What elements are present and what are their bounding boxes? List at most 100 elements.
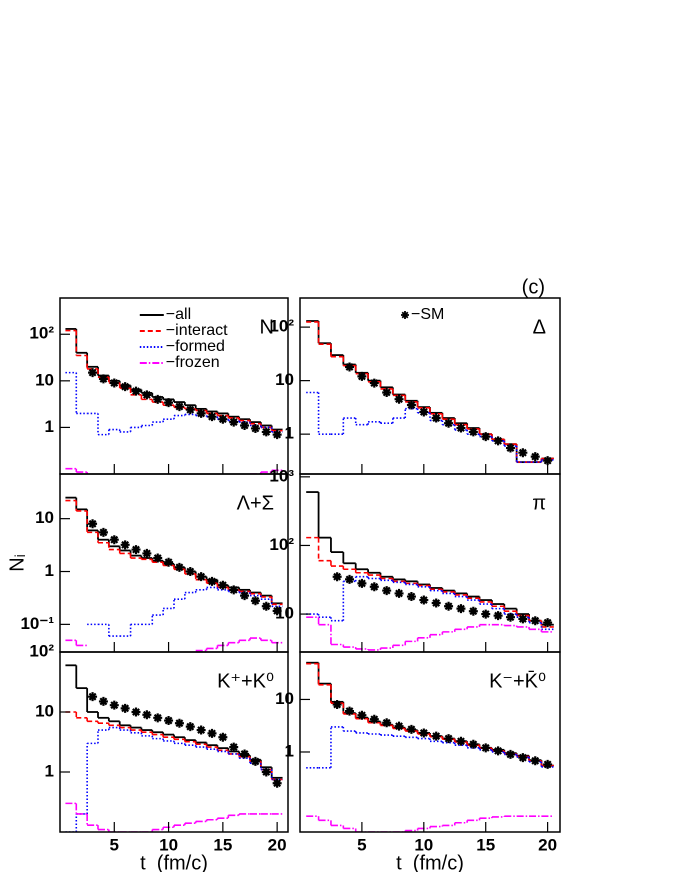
- sm-point: [419, 407, 429, 417]
- sm-point: [218, 580, 228, 590]
- sm-point: [229, 585, 239, 595]
- panel-frame: [59, 651, 289, 833]
- x-tick-label: 5: [357, 835, 366, 854]
- legend-label: −interact: [166, 322, 228, 339]
- sm-point: [185, 722, 195, 732]
- plot-area: [306, 661, 554, 832]
- sm-point: [431, 413, 441, 423]
- sm-point: [272, 778, 282, 788]
- x-axis-label: t (fm/c): [396, 852, 464, 872]
- sm-point: [98, 527, 108, 537]
- y-tick-label: 10: [35, 370, 54, 389]
- sm-point: [481, 432, 491, 442]
- sm-point: [468, 606, 478, 616]
- sm-point: [174, 718, 184, 728]
- sm-point: [229, 417, 239, 427]
- sm-point: [98, 696, 108, 706]
- panel-label: N: [260, 316, 274, 338]
- sm-point: [88, 368, 98, 378]
- sm-point: [357, 578, 367, 588]
- sm-point: [120, 382, 130, 392]
- sm-point: [481, 743, 491, 753]
- sm-point: [468, 739, 478, 749]
- sm-point: [131, 545, 141, 555]
- sm-point: [530, 616, 540, 626]
- sm-point: [345, 574, 355, 584]
- sm-point: [543, 618, 553, 628]
- panel-frame: [299, 651, 561, 833]
- sm-point: [109, 535, 119, 545]
- sm-point: [250, 423, 260, 433]
- y-tick-label: 10: [275, 370, 294, 389]
- sm-point: [493, 611, 503, 621]
- sm-point: [272, 430, 282, 440]
- sm-point: [109, 378, 119, 388]
- sm-point: [456, 604, 466, 614]
- sm-point: [394, 588, 404, 598]
- sm-point: [229, 742, 239, 752]
- y-tick-label: 10⁻¹: [20, 614, 54, 633]
- sm-point: [382, 718, 392, 728]
- plot-area: [306, 320, 554, 466]
- x-tick-label: 10: [414, 835, 433, 854]
- sm-point: [419, 728, 429, 738]
- x-tick-label: 20: [268, 835, 287, 854]
- y-tick-label: 1: [285, 424, 294, 443]
- y-tick-label: 1: [45, 761, 54, 780]
- sm-point: [207, 412, 217, 422]
- legend-label: −all: [166, 306, 191, 323]
- sm-point: [142, 710, 152, 720]
- y-tick-label: 10: [35, 701, 54, 720]
- sm-point: [505, 612, 515, 622]
- sm-point: [345, 362, 355, 372]
- sm-point: [456, 736, 466, 746]
- x-tick-label: 15: [213, 835, 232, 854]
- sm-point: [394, 394, 404, 404]
- sm-point: [185, 405, 195, 415]
- sm-point: [142, 548, 152, 558]
- sm-point: [131, 707, 141, 717]
- sm-point: [419, 595, 429, 605]
- legend-label: −frozen: [166, 354, 220, 371]
- legend-label: −SM: [411, 306, 444, 323]
- legend-marker: [401, 311, 409, 319]
- sm-point: [332, 700, 342, 710]
- x-tick-label: 10: [159, 835, 178, 854]
- sm-point: [153, 394, 163, 404]
- sm-point: [240, 420, 250, 430]
- sm-point: [468, 427, 478, 437]
- sm-point: [120, 703, 130, 713]
- sm-point: [218, 414, 228, 424]
- sm-point: [493, 746, 503, 756]
- sm-point: [207, 576, 217, 586]
- sm-point: [382, 586, 392, 596]
- sm-point: [142, 390, 152, 400]
- y-tick-label: 10: [275, 689, 294, 708]
- sm-point: [174, 402, 184, 412]
- sm-point: [174, 562, 184, 572]
- y-tick-label: 10²: [29, 324, 54, 343]
- plot-area: [65, 664, 283, 832]
- plot-area: [65, 496, 283, 652]
- sm-point: [530, 756, 540, 766]
- sm-point: [431, 598, 441, 608]
- sm-point: [406, 400, 416, 410]
- y-tick-label: 10: [35, 508, 54, 527]
- sm-point: [406, 724, 416, 734]
- sm-point: [164, 398, 174, 408]
- panel-frame: [299, 473, 561, 653]
- sm-point: [120, 540, 130, 550]
- sm-point: [357, 710, 367, 720]
- sm-point: [518, 753, 528, 763]
- panel-frame: [299, 297, 561, 475]
- sm-point: [250, 756, 260, 766]
- sm-point: [369, 378, 379, 388]
- sm-point: [357, 371, 367, 381]
- sm-point: [109, 700, 119, 710]
- plot-area: [306, 491, 554, 651]
- sm-point: [444, 734, 454, 744]
- y-tick-label: 10³: [269, 466, 294, 485]
- sm-point: [153, 713, 163, 723]
- sm-point: [518, 614, 528, 624]
- y-tick-label: 1: [45, 561, 54, 580]
